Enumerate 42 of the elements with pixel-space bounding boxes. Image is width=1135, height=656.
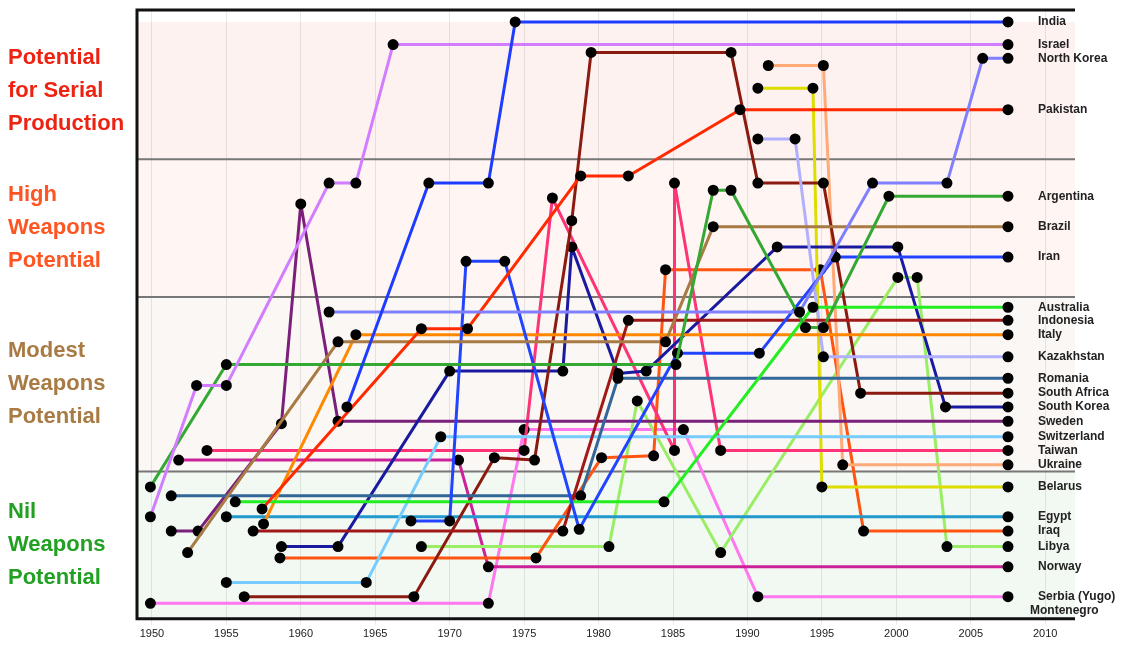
x-tick-label: 1995 (809, 627, 835, 640)
band-label: Potential for Serial Production (8, 43, 125, 135)
text: Israel (1038, 36, 1070, 51)
text: North Korea (1038, 50, 1108, 65)
text: Pakistan (1038, 101, 1088, 116)
x-tick-label: 1970 (437, 627, 462, 640)
text: Iraq (1038, 523, 1061, 538)
text: Argentina (1038, 188, 1095, 203)
text: Taiwan (1038, 442, 1078, 457)
x-tick-label: 1985 (660, 627, 686, 640)
text: India (1038, 14, 1067, 29)
text: South Korea (1038, 399, 1110, 414)
text: Kazakhstan (1038, 349, 1105, 364)
text: Libya (1038, 538, 1070, 553)
text: Indonesia (1038, 312, 1095, 327)
x-tick-label: 1980 (586, 627, 611, 640)
text: Norway (1038, 559, 1082, 574)
x-tick-label: 1950 (139, 627, 165, 640)
annotation: Montenegro (1030, 603, 1099, 618)
x-tick-label: 2010 (1032, 627, 1058, 640)
x-tick-label: 2005 (958, 627, 984, 640)
text: Ukraine (1038, 457, 1083, 472)
text: South Africa (1038, 385, 1110, 400)
x-tick-label: 1975 (511, 627, 537, 640)
text: Italy (1038, 327, 1063, 342)
text: Romania (1038, 370, 1089, 385)
text: Switzerland (1038, 429, 1105, 444)
text: Egypt (1038, 509, 1072, 524)
band-label: Modest Weapons Potential (8, 337, 106, 429)
x-tick-label: 1965 (362, 627, 388, 640)
x-tick-label: 1960 (288, 627, 314, 640)
band-label: High Weapons Potential (8, 181, 106, 273)
text: Brazil (1038, 218, 1071, 233)
text: Sweden (1038, 413, 1084, 428)
x-tick-label: 2000 (884, 627, 909, 640)
band-label: Nil Weapons Potential (8, 498, 106, 590)
x-tick-label: 1990 (735, 627, 760, 640)
text: Australia (1038, 299, 1090, 314)
text: Serbia (Yugo) (1038, 589, 1116, 604)
text: Iran (1038, 249, 1061, 264)
x-tick-label: 1955 (214, 627, 239, 640)
text: Belarus (1038, 479, 1083, 494)
